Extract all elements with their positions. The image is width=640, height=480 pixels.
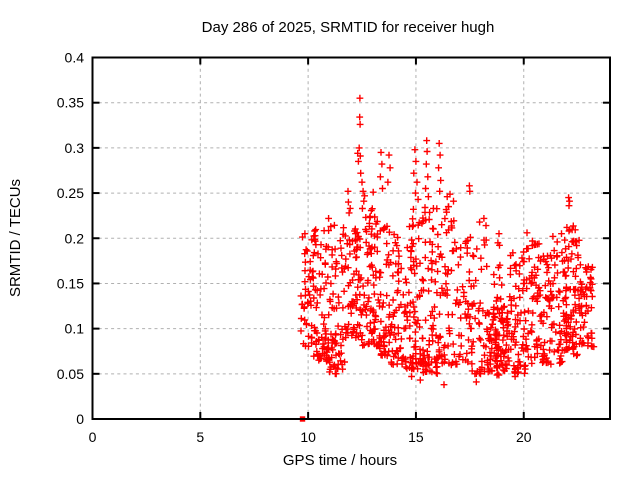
y-tick-label: 0.25 xyxy=(57,185,84,201)
x-tick-label: 0 xyxy=(89,429,97,445)
y-tick-label: 0.05 xyxy=(57,366,84,382)
chart-title: Day 286 of 2025, SRMTID for receiver hug… xyxy=(202,19,495,36)
x-tick-label: 15 xyxy=(408,429,424,445)
axes-border-ticks xyxy=(91,56,611,420)
data-points xyxy=(297,94,598,422)
y-tick-label: 0.2 xyxy=(65,230,85,246)
y-tick-label: 0.3 xyxy=(65,140,85,156)
y-tick-label: 0.35 xyxy=(57,95,84,111)
y-tick-label: 0 xyxy=(76,411,84,427)
x-tick-label: 5 xyxy=(196,429,204,445)
x-tick-label: 10 xyxy=(300,429,316,445)
y-tick-label: 0.1 xyxy=(65,321,85,337)
y-axis-label: SRMTID / TECUs xyxy=(7,179,24,297)
y-tick-label: 0.15 xyxy=(57,275,84,291)
x-tick-label: 20 xyxy=(516,429,532,445)
scatter-markers xyxy=(297,94,598,389)
x-axis-label: GPS time / hours xyxy=(283,452,397,469)
tick-labels: 0 5 10 15 20 0 0.05 0.1 0.15 0.2 0.25 0.3 0.35 0.4 xyxy=(57,50,532,446)
y-tick-label: 0.4 xyxy=(65,50,85,66)
